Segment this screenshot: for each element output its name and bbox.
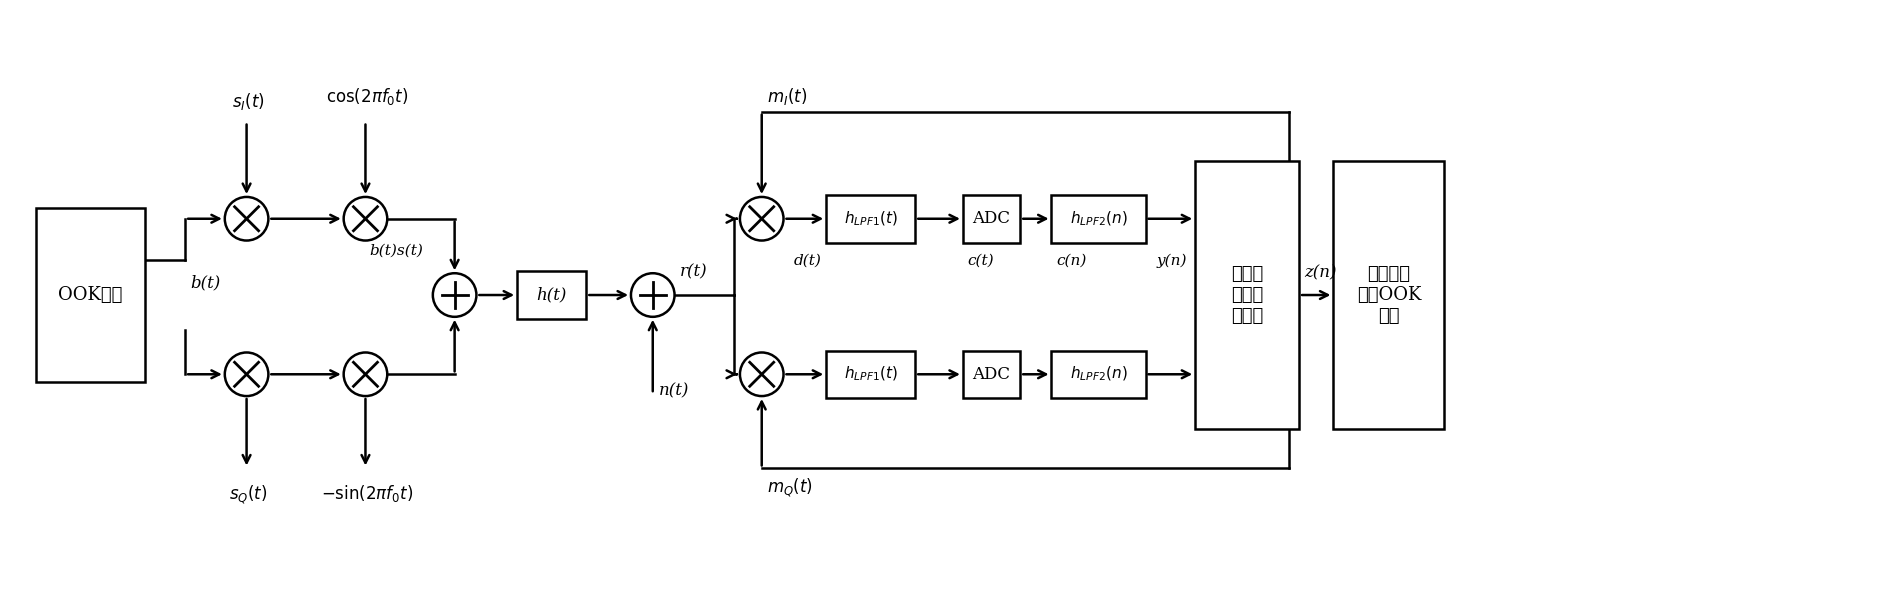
Text: ADC: ADC [973,366,1011,383]
Text: b(t)s(t): b(t)s(t) [368,243,423,258]
Text: b(t): b(t) [191,275,221,292]
Bar [825,195,914,243]
Text: $s_I(t)$: $s_I(t)$ [232,91,264,112]
Text: $m_Q(t)$: $m_Q(t)$ [767,477,812,499]
Text: $h_{LPF2}(n)$: $h_{LPF2}(n)$ [1069,365,1126,383]
Bar [36,208,144,382]
Circle shape [739,197,784,240]
Bar [1050,195,1145,243]
Circle shape [225,197,268,240]
Bar [518,271,586,319]
Circle shape [739,352,784,396]
Text: $h_{LPF1}(t)$: $h_{LPF1}(t)$ [842,365,897,383]
Bar [1194,161,1298,429]
Text: 信噪比估
计和OOK
解调: 信噪比估 计和OOK 解调 [1356,265,1421,325]
Bar [1050,350,1145,398]
Text: $h_{LPF2}(n)$: $h_{LPF2}(n)$ [1069,209,1126,228]
Text: $\cos(2\pi f_0 t)$: $\cos(2\pi f_0 t)$ [327,86,408,107]
Text: ADC: ADC [973,210,1011,227]
Circle shape [433,273,476,317]
Text: 滑动相
关和时
间同步: 滑动相 关和时 间同步 [1230,265,1262,325]
Text: h(t): h(t) [536,287,567,303]
Text: OOK调制: OOK调制 [59,286,123,304]
Bar [1332,161,1443,429]
Circle shape [631,273,674,317]
Text: d(t): d(t) [793,253,822,267]
Text: y(n): y(n) [1156,253,1186,268]
Circle shape [344,352,387,396]
Text: z(n): z(n) [1303,264,1336,281]
Circle shape [225,352,268,396]
Text: n(t): n(t) [659,382,689,399]
Text: c(n): c(n) [1056,253,1086,267]
Bar [962,195,1020,243]
Text: $-\sin(2\pi f_0 t)$: $-\sin(2\pi f_0 t)$ [321,483,414,504]
Text: c(t): c(t) [967,253,994,267]
Circle shape [344,197,387,240]
Bar [962,350,1020,398]
Text: $h_{LPF1}(t)$: $h_{LPF1}(t)$ [842,209,897,228]
Text: $m_I(t)$: $m_I(t)$ [767,86,807,107]
Text: $s_Q(t)$: $s_Q(t)$ [229,483,268,506]
Bar [825,350,914,398]
Text: r(t): r(t) [680,263,706,280]
